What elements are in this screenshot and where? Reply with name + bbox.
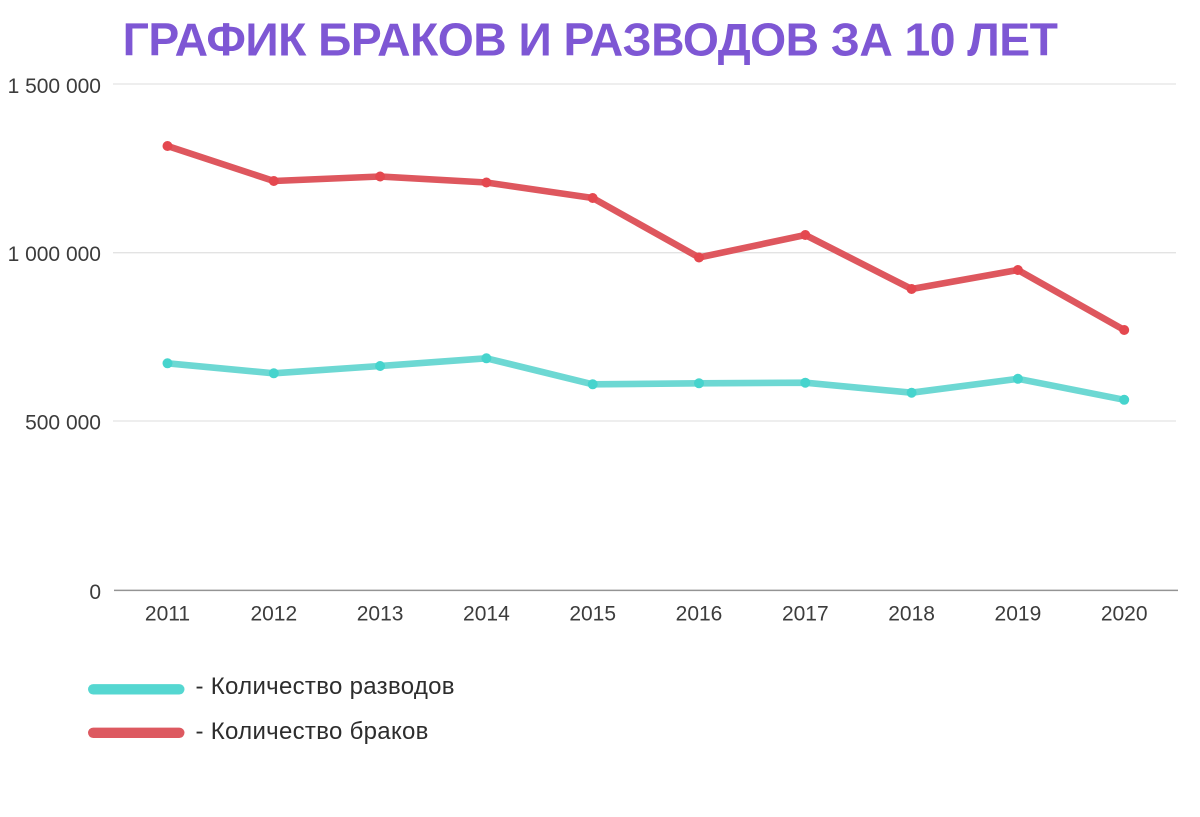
svg-text:2014: 2014 bbox=[463, 602, 510, 625]
svg-text:0: 0 bbox=[89, 581, 101, 604]
svg-text:2017: 2017 bbox=[782, 602, 829, 625]
svg-text:- Количество браков: - Количество браков bbox=[196, 718, 429, 745]
svg-text:2015: 2015 bbox=[569, 602, 616, 625]
svg-text:1 000 000: 1 000 000 bbox=[8, 243, 101, 266]
svg-text:2018: 2018 bbox=[888, 602, 935, 625]
svg-text:2019: 2019 bbox=[995, 602, 1042, 625]
svg-text:500 000: 500 000 bbox=[25, 411, 101, 434]
svg-text:2016: 2016 bbox=[676, 602, 723, 625]
svg-text:2013: 2013 bbox=[357, 602, 404, 625]
svg-text:2020: 2020 bbox=[1101, 602, 1148, 625]
svg-text:2012: 2012 bbox=[250, 602, 297, 625]
svg-text:2011: 2011 bbox=[145, 602, 190, 625]
svg-text:1 500 000: 1 500 000 bbox=[8, 75, 101, 98]
svg-text:- Количество разводов: - Количество разводов bbox=[196, 673, 455, 700]
svg-text:ГРАФИК БРАКОВ И РАЗВОДОВ ЗА 10: ГРАФИК БРАКОВ И РАЗВОДОВ ЗА 10 ЛЕТ bbox=[123, 14, 1058, 66]
